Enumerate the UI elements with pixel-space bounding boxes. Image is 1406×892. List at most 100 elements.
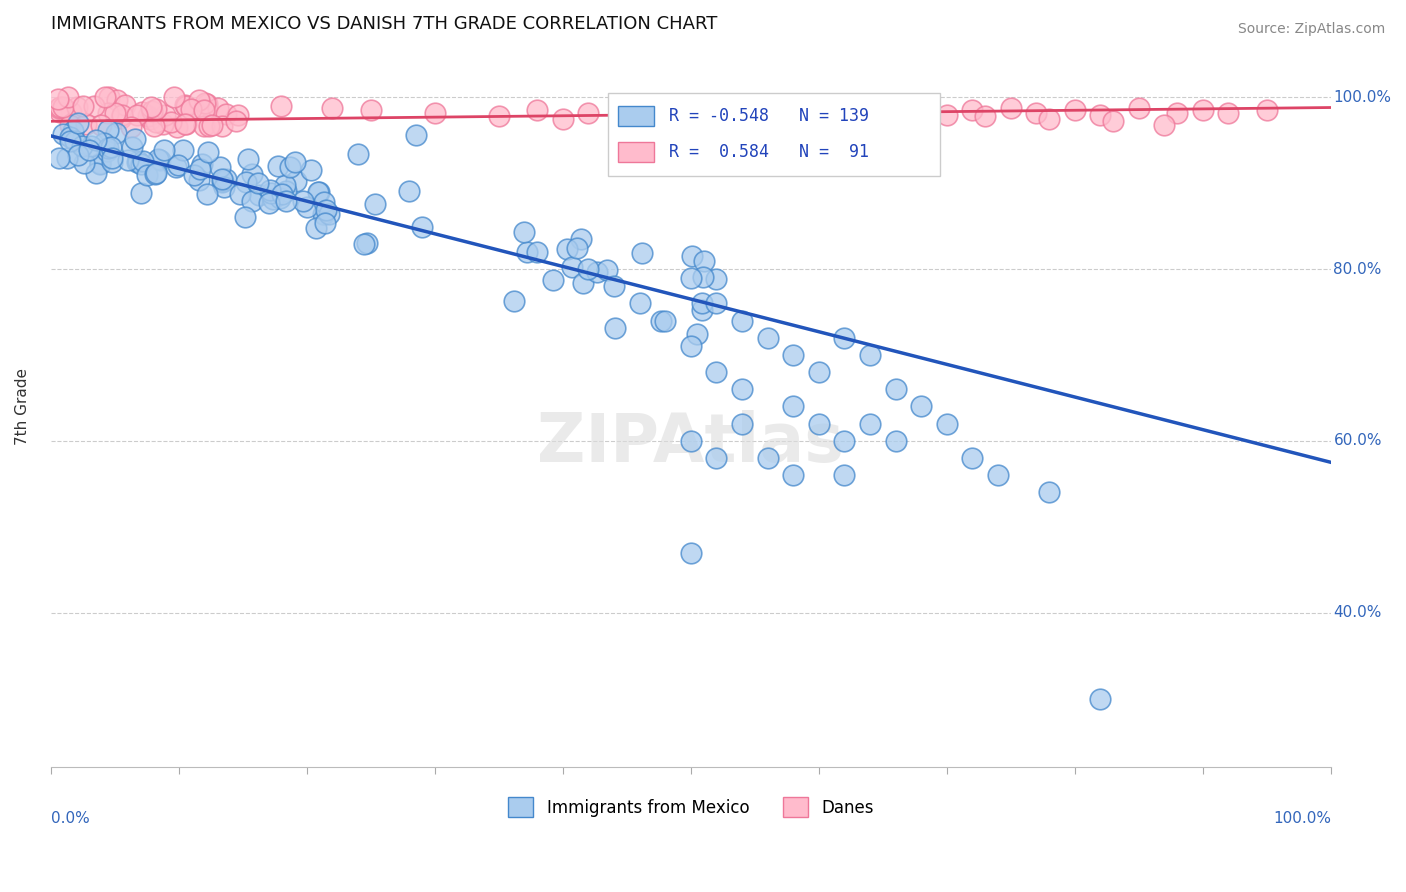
Point: [93, 136, 115, 150]
Point: [586, 265, 609, 279]
Point: [131, 105, 153, 120]
Point: [59, 129, 82, 144]
Point: [259, 183, 281, 197]
Point: [631, 246, 654, 260]
Point: [897, 105, 920, 120]
Point: [59, 134, 82, 148]
Point: [135, 169, 157, 183]
Point: [145, 167, 167, 181]
Point: [603, 279, 626, 293]
Point: [405, 128, 427, 143]
Point: [101, 151, 124, 165]
Point: [89, 157, 111, 171]
Point: [52, 100, 75, 114]
Text: 0.0%: 0.0%: [51, 811, 90, 826]
Point: [63, 134, 86, 148]
Point: [145, 115, 167, 129]
Point: [269, 191, 291, 205]
Point: [120, 120, 142, 134]
Text: R =  0.584   N =  91: R = 0.584 N = 91: [669, 143, 869, 161]
Point: [97, 123, 120, 137]
Point: [423, 105, 446, 120]
Point: [111, 108, 134, 122]
Point: [187, 173, 209, 187]
Point: [690, 303, 713, 318]
Point: [312, 195, 335, 210]
Text: 80.0%: 80.0%: [1333, 261, 1382, 277]
Point: [910, 105, 932, 120]
Point: [782, 468, 804, 483]
Point: [167, 158, 190, 172]
Point: [974, 109, 997, 123]
FancyBboxPatch shape: [617, 106, 654, 127]
Point: [77, 143, 100, 157]
Point: [103, 105, 125, 120]
Point: [101, 155, 124, 169]
Point: [127, 154, 149, 169]
Point: [1218, 105, 1240, 120]
Point: [48, 151, 70, 165]
Point: [935, 417, 957, 431]
Text: 60.0%: 60.0%: [1333, 434, 1382, 449]
Text: 100.0%: 100.0%: [1333, 90, 1392, 104]
Point: [90, 118, 112, 132]
Point: [195, 186, 218, 201]
Point: [139, 112, 162, 127]
Point: [1256, 103, 1278, 117]
Point: [769, 114, 792, 128]
Point: [107, 93, 129, 107]
Point: [314, 207, 336, 221]
Y-axis label: 7th Grade: 7th Grade: [15, 368, 30, 445]
Point: [756, 331, 779, 345]
Point: [198, 119, 221, 133]
Point: [211, 171, 233, 186]
Point: [706, 296, 728, 310]
Legend: Immigrants from Mexico, Danes: Immigrants from Mexico, Danes: [502, 790, 880, 824]
Point: [262, 192, 284, 206]
Point: [80, 139, 103, 153]
Point: [987, 468, 1010, 483]
Point: [180, 102, 202, 116]
Point: [360, 103, 382, 117]
Point: [125, 108, 148, 122]
Point: [62, 124, 84, 138]
Point: [650, 314, 672, 328]
Point: [153, 143, 176, 157]
Text: ZIPAtlas: ZIPAtlas: [537, 409, 844, 475]
Text: Source: ZipAtlas.com: Source: ZipAtlas.com: [1237, 22, 1385, 37]
Point: [561, 260, 583, 275]
Point: [240, 194, 263, 208]
Point: [141, 104, 163, 119]
Point: [104, 126, 127, 140]
Point: [1153, 118, 1175, 132]
Point: [516, 245, 538, 260]
Point: [859, 417, 882, 431]
Point: [679, 270, 702, 285]
Point: [235, 211, 257, 225]
Point: [129, 186, 152, 200]
Point: [83, 99, 105, 113]
Point: [117, 153, 139, 167]
Point: [143, 120, 166, 134]
Point: [503, 294, 526, 309]
Point: [193, 103, 215, 117]
Point: [270, 186, 292, 201]
Point: [155, 107, 177, 121]
Point: [190, 157, 212, 171]
Point: [174, 97, 197, 112]
Point: [1090, 691, 1112, 706]
Point: [318, 207, 340, 221]
Point: [654, 313, 676, 327]
Point: [834, 331, 856, 345]
Point: [356, 235, 378, 250]
Text: IMMIGRANTS FROM MEXICO VS DANISH 7TH GRADE CORRELATION CHART: IMMIGRANTS FROM MEXICO VS DANISH 7TH GRA…: [51, 15, 717, 33]
Point: [89, 155, 111, 169]
Point: [72, 98, 94, 112]
Point: [578, 262, 600, 277]
Point: [211, 173, 233, 187]
Point: [834, 468, 856, 483]
Point: [312, 207, 335, 221]
Text: 40.0%: 40.0%: [1333, 605, 1382, 620]
Point: [297, 200, 319, 214]
Point: [73, 156, 96, 170]
